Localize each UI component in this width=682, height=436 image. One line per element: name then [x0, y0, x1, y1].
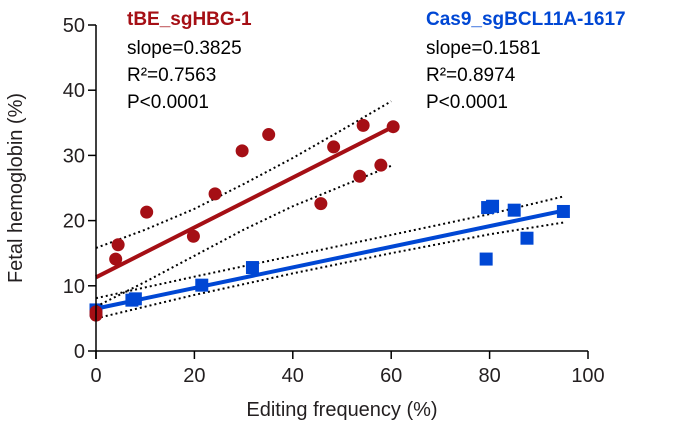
data-point	[140, 205, 154, 219]
annotation-tbe-sghbg-1: tBE_sgHBG-1 slope=0.3825 R²=0.7563 P<0.0…	[127, 9, 252, 113]
data-point	[479, 252, 493, 266]
series-tbe-sghbg-1	[89, 100, 400, 322]
data-point	[386, 120, 400, 134]
annotation-slope: slope=0.1581	[426, 38, 541, 59]
data-point	[186, 229, 200, 243]
data-point	[235, 144, 249, 158]
x-tick-label: 100	[571, 365, 604, 387]
data-point	[262, 128, 276, 142]
data-point	[314, 197, 328, 211]
annotation-cas9-sgbcl11a-1617: Cas9_sgBCL11A-1617 slope=0.1581 R²=0.897…	[426, 9, 626, 113]
annotation-r-squared: R²=0.8974	[426, 65, 516, 86]
data-point	[374, 158, 388, 172]
data-point	[520, 231, 534, 245]
annotation-r-squared: R²=0.7563	[127, 65, 216, 86]
annotation-title: Cas9_sgBCL11A-1617	[426, 9, 626, 30]
data-point	[128, 292, 142, 306]
y-tick-label: 30	[63, 145, 85, 167]
x-axis-ticks: 0 20 40 60 80 100	[90, 351, 605, 387]
confidence-band-lower	[95, 164, 392, 308]
confidence-band-lower	[95, 221, 564, 320]
regression-line	[95, 124, 395, 280]
data-point	[111, 238, 125, 252]
x-tick-label: 80	[478, 365, 500, 387]
x-tick-label: 0	[90, 365, 101, 387]
data-point	[486, 199, 500, 213]
axes: 0 20 40 60 80 100 0 10 20 30 40 50 Editing frequen…	[5, 15, 605, 421]
confidence-band-upper	[95, 195, 564, 300]
confidence-band-upper	[95, 100, 392, 249]
annotation-p-value: P<0.0001	[127, 92, 209, 113]
plot-area	[89, 100, 570, 322]
y-tick-label: 20	[63, 211, 85, 233]
data-point	[556, 204, 570, 218]
y-tick-label: 50	[63, 15, 85, 37]
x-tick-label: 60	[380, 365, 402, 387]
data-point	[109, 252, 123, 266]
y-tick-label: 0	[74, 341, 85, 363]
data-point	[356, 118, 370, 132]
annotation-title: tBE_sgHBG-1	[127, 9, 252, 30]
data-point	[353, 169, 367, 183]
data-point	[245, 261, 259, 275]
y-tick-label: 40	[63, 80, 85, 102]
annotation-p-value: P<0.0001	[426, 92, 508, 113]
y-tick-label: 10	[63, 276, 85, 298]
series-cas9-sgbcl11a-1617	[89, 195, 570, 320]
annotation-slope: slope=0.3825	[127, 38, 242, 59]
y-axis-ticks: 0 10 20 30 40 50	[63, 15, 96, 363]
data-point	[327, 140, 341, 154]
x-tick-label: 40	[282, 365, 304, 387]
x-axis-title: Editing frequency (%)	[246, 399, 437, 421]
y-axis-title: Fetal hemoglobin (%)	[5, 93, 27, 283]
data-point	[507, 203, 521, 217]
regression-line	[95, 208, 564, 311]
x-tick-label: 20	[183, 365, 205, 387]
data-point	[208, 187, 222, 201]
data-point	[195, 278, 209, 292]
